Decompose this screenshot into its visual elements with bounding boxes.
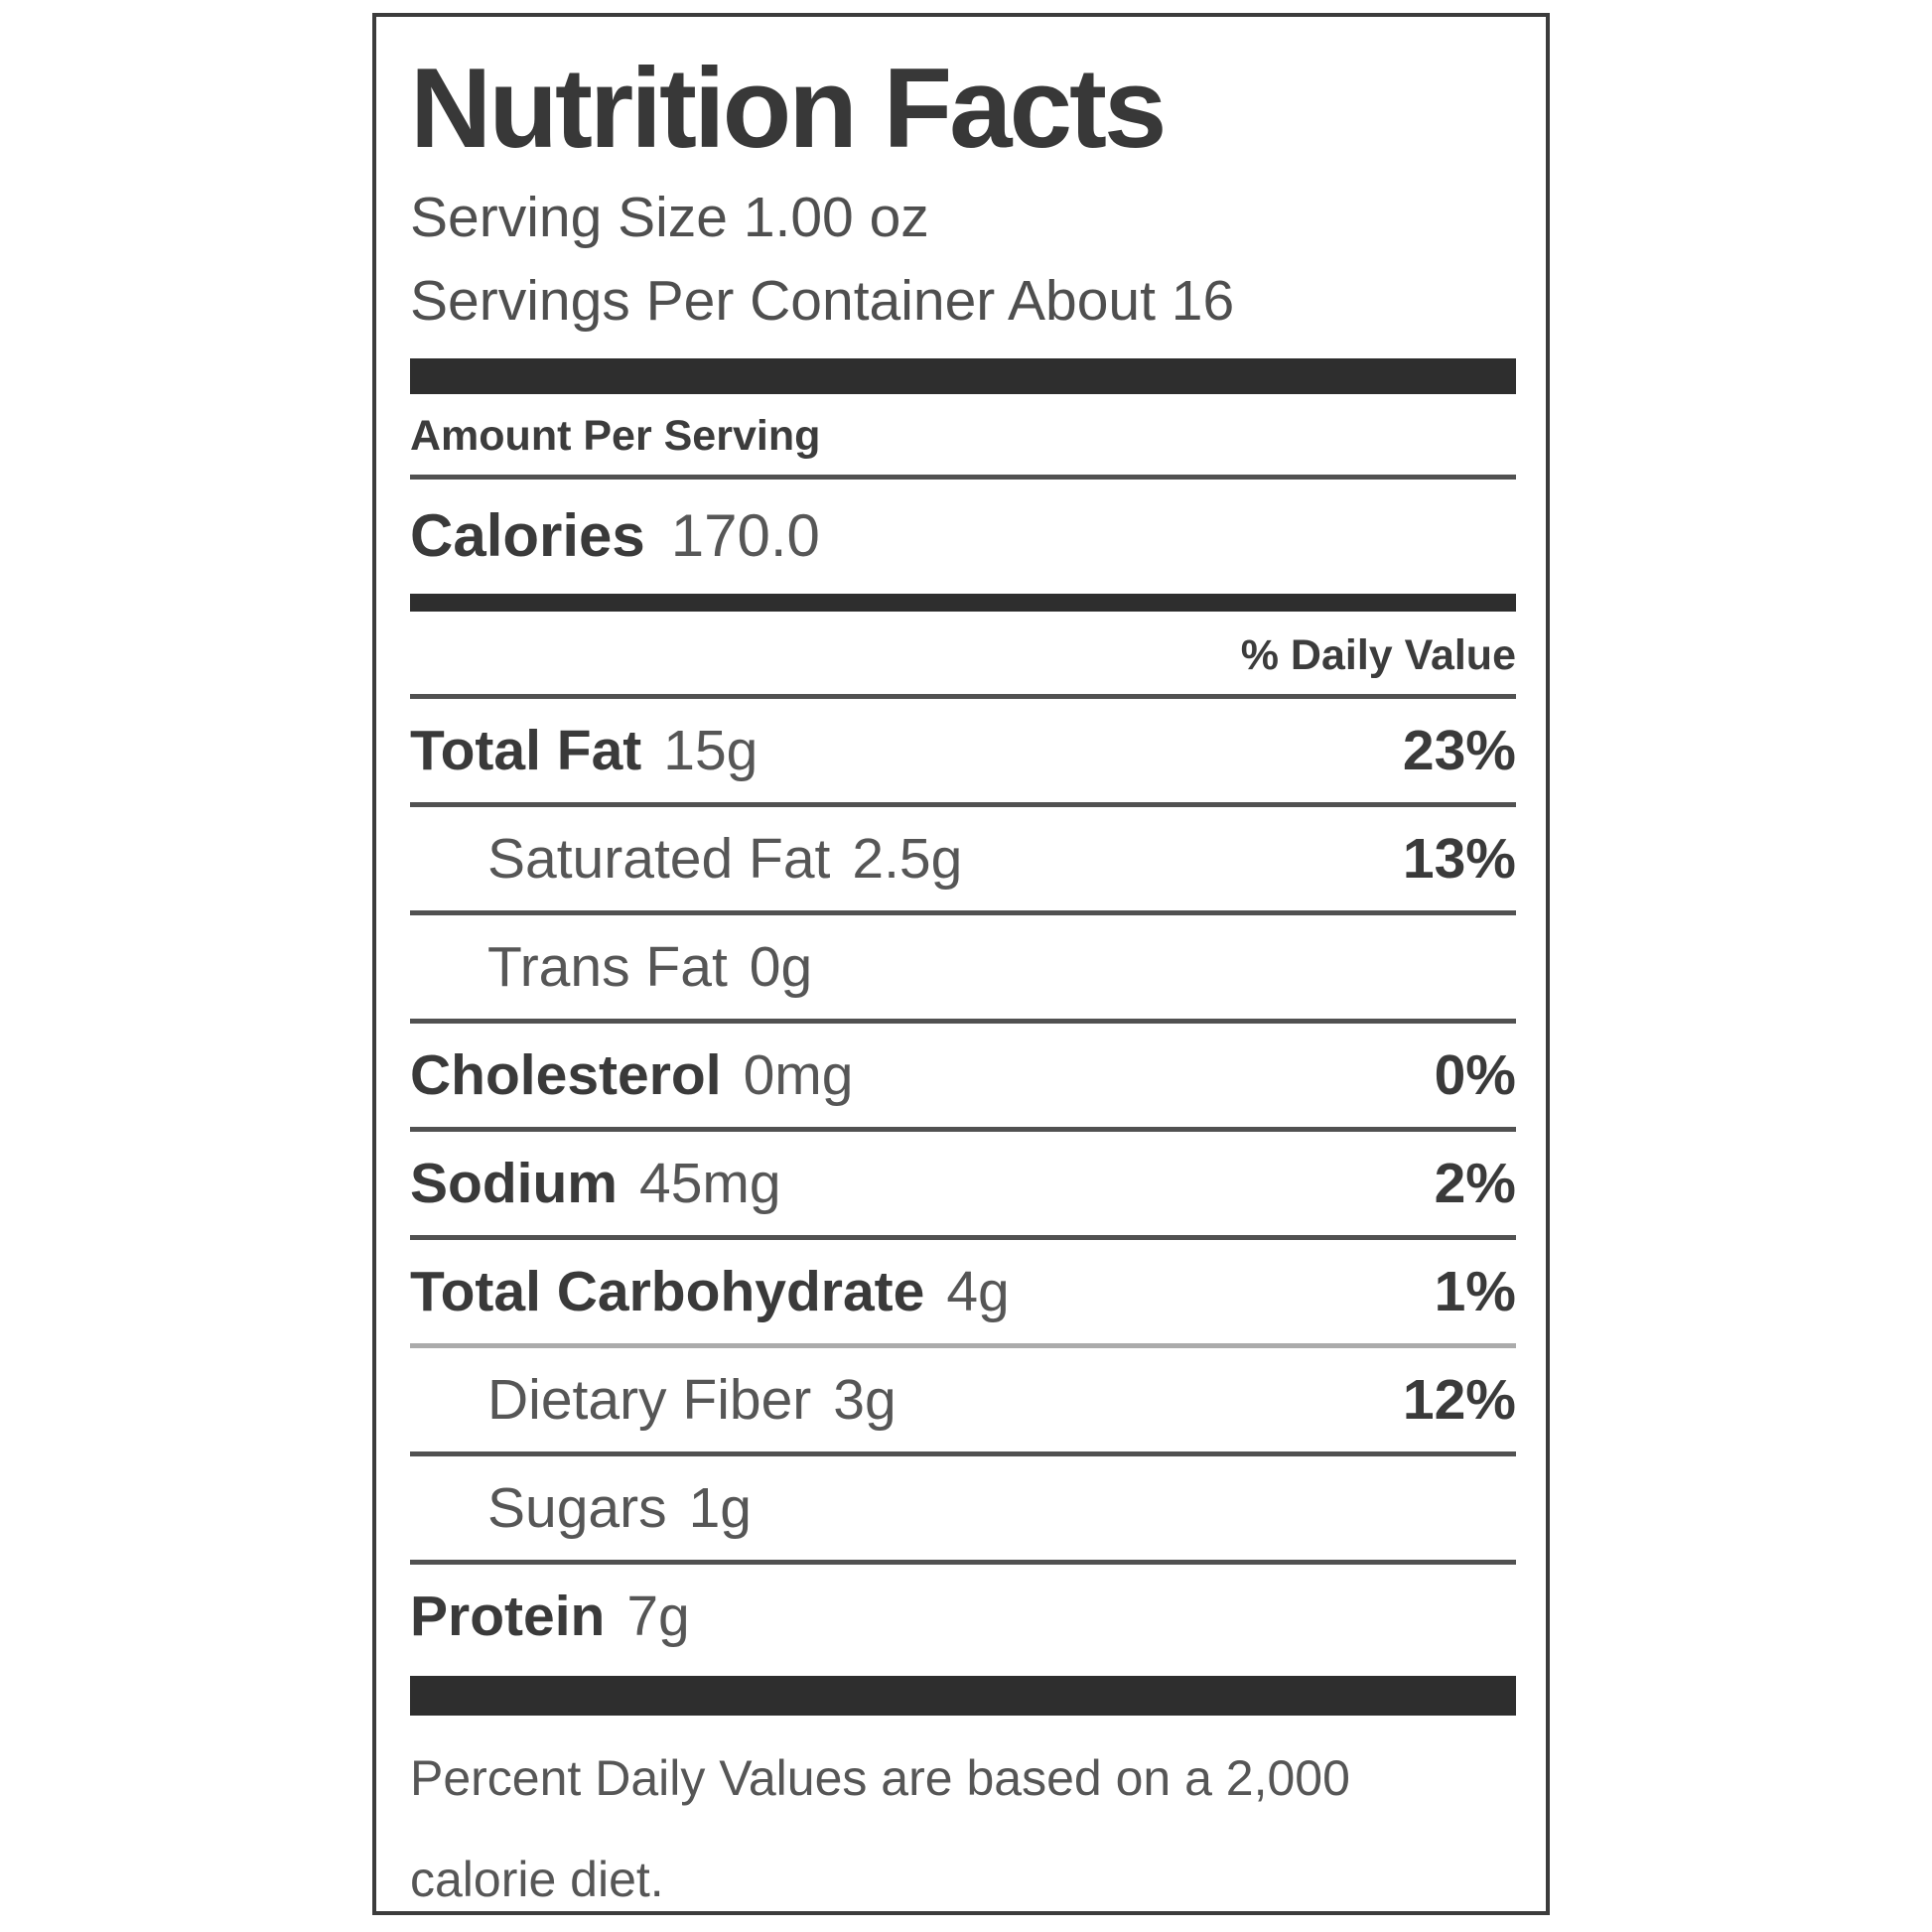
footnote: Percent Daily Values are based on a 2,00… [410, 1749, 1516, 1908]
daily-value-header: % Daily Value [410, 612, 1516, 699]
nutrient-row-total-carbohydrate: Total Carbohydrate 4g 1% [410, 1240, 1516, 1348]
section-bar-calories [410, 594, 1516, 612]
nutrient-daily-value: 0% [1434, 1043, 1516, 1107]
nutrient-amount: 3g [833, 1368, 897, 1432]
nutrient-daily-value: 1% [1434, 1260, 1516, 1323]
nutrient-name-amount: Trans Fat 0g [487, 934, 812, 1000]
nutrient-name-amount: Sugars 1g [487, 1475, 752, 1541]
nutrient-row-cholesterol: Cholesterol 0mg 0% [410, 1024, 1516, 1132]
nutrient-daily-value: 2% [1434, 1152, 1516, 1215]
nutrient-name-amount: Sodium 45mg [410, 1151, 781, 1216]
nutrient-amount: 15g [663, 719, 759, 782]
nutrient-name: Cholesterol [410, 1043, 722, 1107]
nutrient-name-amount: Total Carbohydrate 4g [410, 1259, 1010, 1324]
nutrient-amount: 0mg [743, 1043, 854, 1107]
section-bar-top [410, 358, 1516, 394]
nutrient-amount: 1g [688, 1476, 753, 1540]
nutrient-daily-value: 12% [1402, 1368, 1516, 1432]
nutrient-name: Saturated Fat [487, 827, 831, 891]
nutrient-row-protein: Protein 7g [410, 1565, 1516, 1668]
nutrient-name: Total Carbohydrate [410, 1260, 925, 1323]
nutrition-facts-label: Nutrition Facts Serving Size 1.00 oz Ser… [372, 13, 1550, 1915]
nutrient-name-amount: Total Fat 15g [410, 718, 758, 783]
nutrient-name: Total Fat [410, 719, 642, 782]
nutrient-name: Protein [410, 1585, 606, 1648]
nutrient-amount: 2.5g [852, 827, 963, 891]
servings-per-container-line: Servings Per Container About 16 [410, 269, 1235, 333]
nutrient-row-trans-fat: Trans Fat 0g [410, 915, 1516, 1024]
calories-value: 170.0 [670, 502, 820, 569]
amount-per-serving-label: Amount Per Serving [410, 394, 1516, 480]
nutrient-name: Trans Fat [487, 935, 728, 999]
section-bar-bottom [410, 1676, 1516, 1716]
nutrient-name-amount: Protein 7g [410, 1584, 690, 1649]
nutrient-row-total-fat: Total Fat 15g 23% [410, 699, 1516, 807]
nutrient-daily-value: 23% [1402, 719, 1516, 782]
nutrient-name-amount: Cholesterol 0mg [410, 1042, 853, 1108]
nutrient-amount: 0g [749, 935, 813, 999]
footnote-line-2: calorie diet. [410, 1852, 664, 1907]
footnote-line-1: Percent Daily Values are based on a 2,00… [410, 1750, 1350, 1806]
serving-size-line: Serving Size 1.00 oz [410, 186, 929, 249]
nutrient-amount: 7g [626, 1585, 690, 1648]
nutrient-name: Sugars [487, 1476, 667, 1540]
nutrient-row-sodium: Sodium 45mg 2% [410, 1132, 1516, 1240]
nutrient-amount: 4g [946, 1260, 1010, 1323]
nutrient-amount: 45mg [639, 1152, 781, 1215]
nutrient-daily-value: 13% [1402, 827, 1516, 891]
nutrient-row-sugars: Sugars 1g [410, 1456, 1516, 1565]
nutrient-name-amount: Saturated Fat 2.5g [487, 826, 962, 892]
nutrient-row-dietary-fiber: Dietary Fiber 3g 12% [410, 1348, 1516, 1456]
nutrient-name: Dietary Fiber [487, 1368, 812, 1432]
nutrient-name: Sodium [410, 1152, 618, 1215]
nutrient-name-amount: Dietary Fiber 3g [487, 1367, 897, 1433]
label-title: Nutrition Facts [410, 46, 1167, 172]
nutrient-row-saturated-fat: Saturated Fat 2.5g 13% [410, 807, 1516, 915]
calories-row: Calories 170.0 [410, 480, 1516, 594]
calories-label: Calories [410, 502, 645, 569]
